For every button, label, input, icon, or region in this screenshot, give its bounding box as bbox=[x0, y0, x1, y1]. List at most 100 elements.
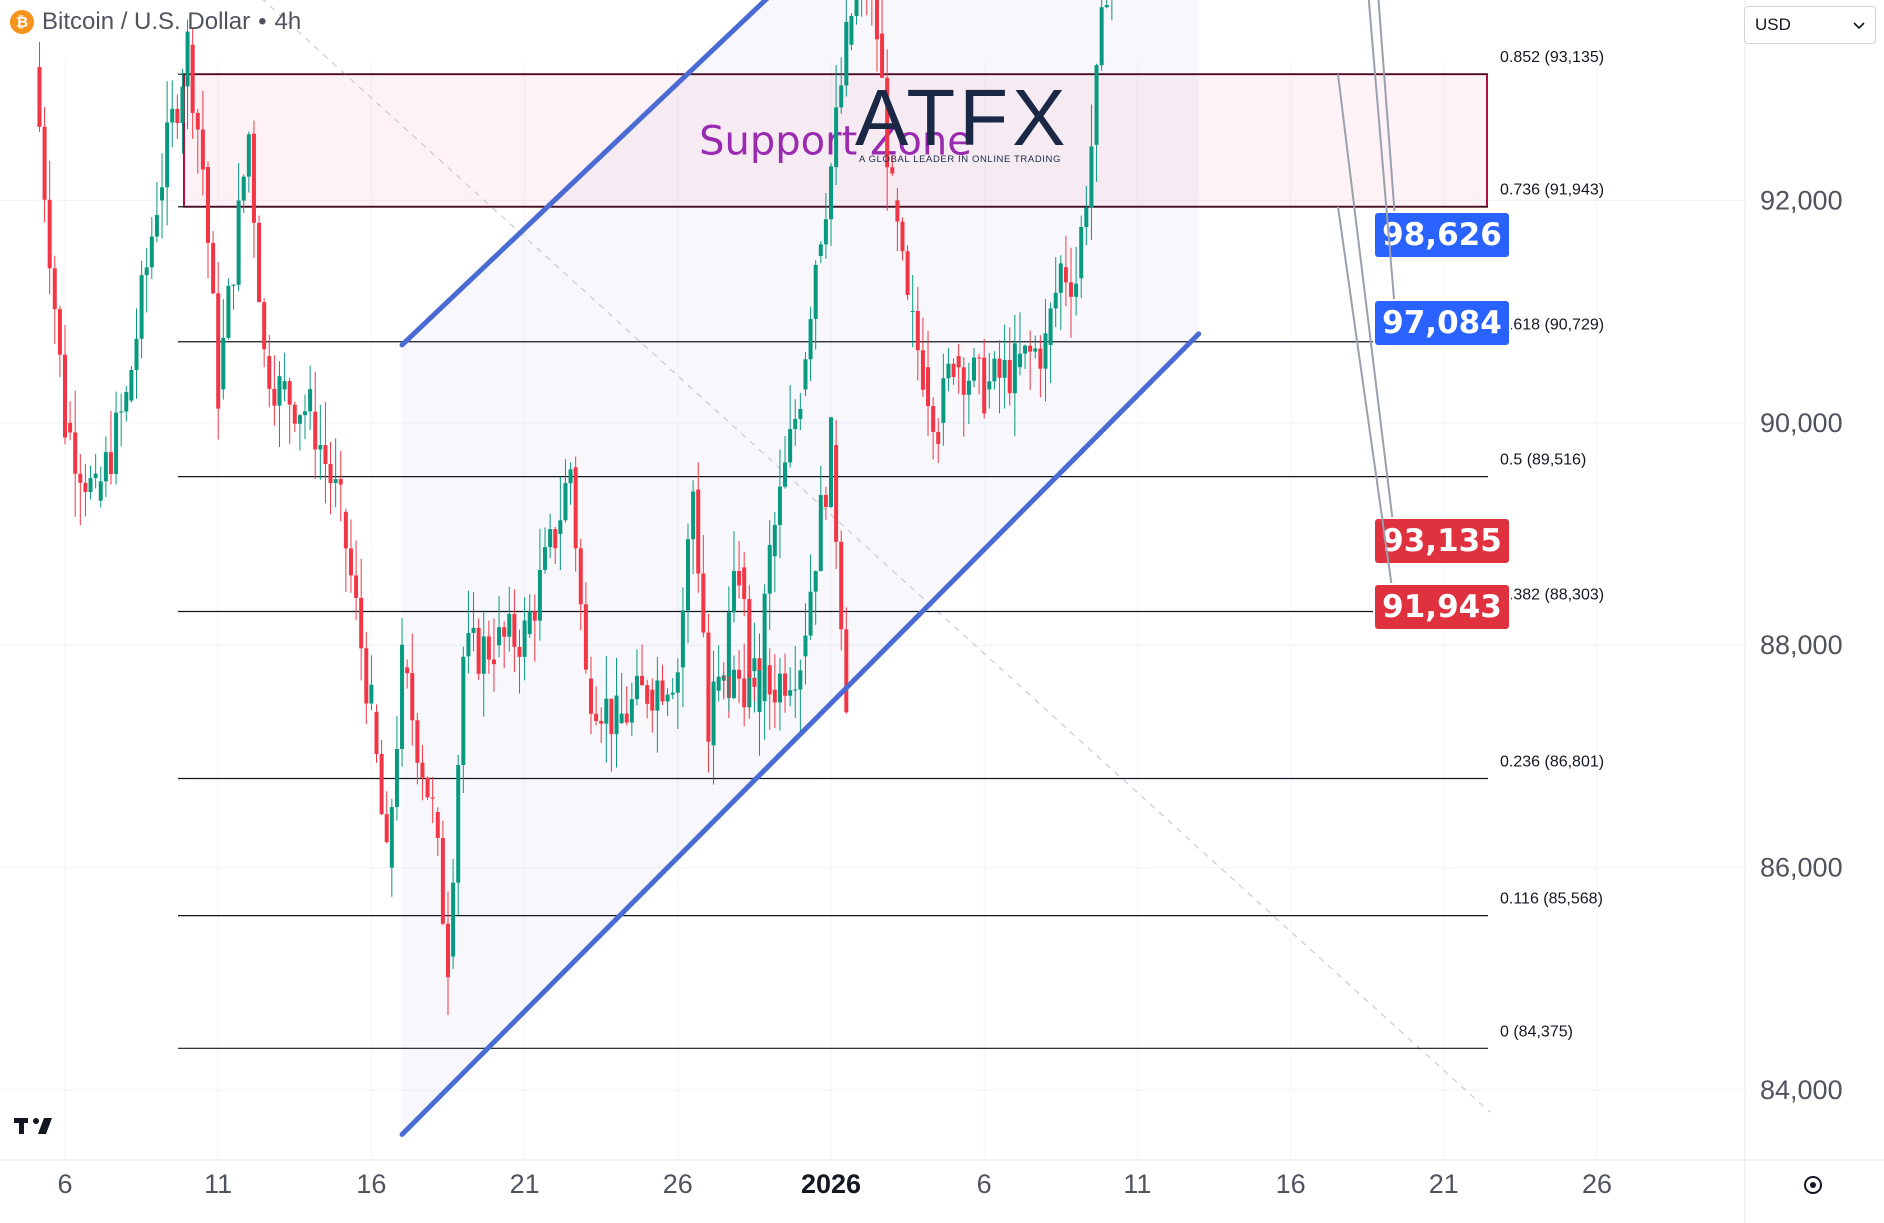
candle-body bbox=[742, 567, 747, 600]
candle-body bbox=[813, 264, 818, 319]
candle-body bbox=[512, 613, 517, 647]
candle-body bbox=[47, 199, 52, 269]
candle-body bbox=[634, 675, 639, 700]
candle-body bbox=[1007, 359, 1012, 394]
candle-body bbox=[303, 411, 308, 416]
candle-body bbox=[114, 412, 119, 474]
candle-body bbox=[777, 673, 782, 703]
logo-wordmark: ATFX bbox=[855, 73, 1070, 162]
candle-body bbox=[446, 923, 450, 978]
x-tick-label: 16 bbox=[356, 1169, 386, 1199]
candle-body bbox=[364, 648, 369, 704]
candle-body bbox=[1099, 7, 1104, 66]
tradingview-logo-icon[interactable] bbox=[14, 1110, 60, 1144]
candle-body bbox=[354, 575, 359, 598]
candle-body bbox=[568, 469, 573, 484]
candle-body bbox=[777, 486, 782, 526]
price-zones: Resistance ZoneSupport Zone bbox=[183, 0, 1491, 1135]
candle-body bbox=[783, 462, 788, 487]
candle-body bbox=[221, 337, 226, 390]
candle-body bbox=[670, 692, 675, 695]
candle-body bbox=[527, 611, 532, 635]
x-tick-label: 6 bbox=[977, 1169, 992, 1199]
candle-body bbox=[267, 356, 272, 389]
callout-pointer bbox=[1337, 74, 1399, 565]
candle-body bbox=[211, 242, 216, 294]
bitcoin-icon: ₿ bbox=[10, 10, 34, 34]
candle-body bbox=[37, 66, 42, 127]
candle-body bbox=[767, 665, 772, 695]
candle-body bbox=[246, 134, 251, 177]
symbol-title[interactable]: ₿ Bitcoin / U.S. Dollar • 4h bbox=[10, 8, 301, 36]
candle-body bbox=[885, 77, 890, 168]
candle-body bbox=[803, 635, 808, 657]
candle-body bbox=[1038, 348, 1043, 369]
candle-body bbox=[134, 338, 139, 370]
candle-body bbox=[1079, 226, 1084, 279]
candle-body bbox=[793, 418, 798, 430]
candle-body bbox=[1053, 292, 1058, 309]
candle-body bbox=[369, 684, 374, 704]
price-axis[interactable]: 102,000100,00098,00096,00094,00092,00090… bbox=[1744, 0, 1858, 1223]
candle-body bbox=[691, 491, 696, 540]
candle-body bbox=[788, 690, 793, 696]
candle-body bbox=[226, 285, 231, 338]
price-channel[interactable] bbox=[399, 0, 1202, 1137]
candle-body bbox=[839, 85, 844, 108]
candle-body bbox=[1084, 207, 1089, 227]
candle-body bbox=[282, 381, 287, 390]
candle-body bbox=[1058, 263, 1063, 293]
candle-body bbox=[818, 494, 823, 572]
candle-body bbox=[548, 529, 553, 548]
candle-body bbox=[257, 222, 262, 303]
candle-body bbox=[195, 112, 200, 130]
candle-body bbox=[829, 417, 833, 508]
settings-icon[interactable] bbox=[1800, 1172, 1826, 1198]
candle-body bbox=[1069, 282, 1074, 297]
candle-body bbox=[783, 673, 788, 696]
candle-body bbox=[497, 627, 502, 646]
candle-body bbox=[440, 837, 445, 924]
candle-body bbox=[655, 680, 660, 711]
symbol-name: Bitcoin / U.S. Dollar bbox=[42, 8, 251, 35]
candle-body bbox=[553, 529, 558, 549]
fib-level-label: 0.736 (91,943) bbox=[1500, 182, 1604, 199]
candle-body bbox=[808, 591, 813, 636]
candle-body bbox=[844, 629, 849, 713]
y-tick-label: 84,000 bbox=[1760, 1075, 1843, 1105]
candle-body bbox=[292, 404, 297, 424]
currency-select[interactable]: USD bbox=[1744, 6, 1876, 44]
y-tick-label: 88,000 bbox=[1760, 630, 1843, 660]
candle-body bbox=[139, 275, 144, 339]
candle-body bbox=[880, 33, 885, 78]
candle-body bbox=[543, 547, 548, 570]
candle-body bbox=[476, 627, 481, 674]
candle-body bbox=[640, 675, 645, 686]
candle-body bbox=[650, 689, 655, 711]
fib-level-label: 0.5 (89,516) bbox=[1500, 452, 1586, 469]
time-axis[interactable]: 6 11 16 21 26 2026 6 11 16 21 26 bbox=[0, 1159, 1884, 1199]
candle-body bbox=[926, 367, 931, 407]
candle-body bbox=[486, 636, 491, 660]
logo-tagline: A GLOBAL LEADER IN ONLINE TRADING bbox=[859, 154, 1061, 165]
candles bbox=[37, 0, 1113, 1016]
candle-body bbox=[772, 525, 777, 557]
candle-body bbox=[400, 644, 405, 750]
candle-body bbox=[966, 380, 971, 395]
candle-body bbox=[599, 720, 604, 724]
candle-body bbox=[675, 672, 680, 693]
channel-fill bbox=[402, 0, 1199, 1135]
currency-value: USD bbox=[1755, 15, 1791, 34]
candle-body bbox=[818, 244, 823, 256]
candle-body bbox=[108, 452, 113, 474]
price-callout-label: 97,084 bbox=[1382, 305, 1502, 341]
trend-dashed-line bbox=[262, 0, 1491, 1113]
candle-body bbox=[425, 777, 430, 798]
fib-level-label: 0 (84,375) bbox=[1500, 1023, 1573, 1040]
candle-body bbox=[1028, 345, 1033, 352]
candle-body bbox=[175, 108, 180, 124]
candle-body bbox=[711, 690, 716, 746]
candle-body bbox=[241, 176, 246, 201]
x-tick-label: 11 bbox=[1123, 1169, 1151, 1199]
